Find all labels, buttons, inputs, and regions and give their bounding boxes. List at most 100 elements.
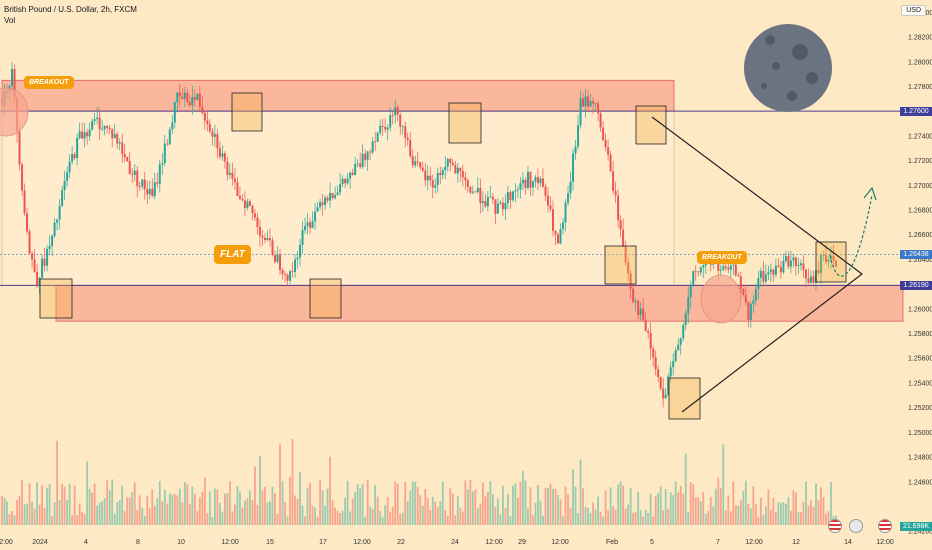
candle-body — [101, 129, 104, 131]
volume-bar — [186, 484, 189, 525]
volume-bar — [206, 513, 209, 525]
candle-body — [233, 178, 236, 183]
candle-body — [599, 113, 602, 128]
candle-body — [156, 182, 159, 184]
volume-bar — [612, 506, 614, 525]
volume-bar — [689, 482, 692, 525]
volume-bar — [326, 488, 329, 525]
volume-bar — [346, 480, 349, 525]
candle-body — [354, 164, 357, 176]
volume-bar — [88, 488, 91, 525]
volume-bar — [239, 491, 241, 525]
resistance-zone — [1, 79, 675, 112]
volume-bar — [429, 510, 432, 525]
volume-bar — [379, 510, 382, 525]
us-flag-event-icon-2[interactable] — [878, 519, 892, 533]
candle-body — [754, 289, 757, 301]
volume-bar — [339, 513, 342, 525]
volume-bar — [198, 497, 201, 525]
volume-bar — [664, 489, 667, 525]
candle-body — [181, 96, 184, 99]
candle-body — [346, 178, 349, 184]
candle-body — [536, 177, 539, 184]
volume-bar — [96, 505, 99, 525]
candle-body — [557, 234, 559, 244]
volume-bar — [193, 493, 196, 525]
volume-bar — [296, 498, 299, 525]
volume-bar — [376, 496, 379, 525]
moon-crater — [772, 62, 780, 70]
candle-body — [617, 195, 620, 221]
y-tick-label: 1.27000 — [908, 183, 932, 190]
volume-bar — [371, 508, 374, 525]
volume-bar — [41, 485, 43, 525]
candle-body — [456, 167, 459, 174]
highlight-box — [448, 102, 482, 144]
volume-bar — [619, 481, 622, 525]
candle-body — [401, 126, 404, 128]
volume-bar — [23, 504, 26, 525]
candle-body — [752, 300, 755, 304]
y-tick-label: 1.25600 — [908, 356, 932, 363]
volume-bar — [56, 440, 58, 525]
candle-body — [789, 260, 792, 267]
candle-body — [66, 172, 69, 181]
candle-body — [151, 188, 154, 197]
candle-body — [672, 361, 675, 368]
candle-body — [559, 229, 562, 244]
volume-bar — [213, 488, 216, 525]
candle-body — [379, 125, 382, 133]
volume-bar — [739, 500, 742, 525]
volume-bar — [517, 497, 519, 525]
candle-body — [687, 297, 690, 314]
candle-body — [471, 191, 474, 193]
volume-bar — [399, 513, 402, 525]
volume-bar — [38, 504, 41, 525]
volume-bar — [31, 501, 33, 525]
x-tick-label: 12:00 — [876, 539, 894, 546]
volume-bar — [291, 439, 294, 525]
volume-bar — [128, 497, 131, 525]
candle-body — [817, 270, 820, 274]
candle-body — [68, 161, 71, 173]
volume-bar — [344, 497, 347, 525]
candle-body — [371, 141, 374, 153]
volume-bar — [6, 501, 8, 525]
volume-bar — [16, 500, 18, 525]
volume-bar — [374, 484, 377, 525]
candle-body — [604, 139, 607, 148]
volume-bar — [469, 479, 472, 525]
volume-bar — [141, 507, 144, 525]
us-flag-event-icon[interactable] — [828, 519, 842, 533]
candle-body — [767, 272, 770, 275]
candle-body — [662, 388, 665, 399]
volume-bar — [306, 488, 309, 525]
volume-bar — [509, 516, 512, 525]
volume-bar — [496, 498, 499, 525]
candle-body — [551, 209, 554, 232]
candle-body — [173, 102, 176, 123]
candle-body — [294, 259, 297, 272]
calendar-event-icon[interactable] — [849, 519, 863, 533]
price-tag: 1.27600 — [900, 106, 932, 116]
candle-body — [98, 117, 101, 130]
candle-body — [31, 253, 34, 260]
candle-body — [123, 153, 126, 158]
volume-bar — [83, 513, 86, 525]
volume-bar — [629, 487, 632, 525]
candle-body — [747, 302, 750, 320]
volume-bar — [614, 509, 617, 525]
candle-body — [414, 161, 417, 166]
candle-body — [674, 350, 677, 362]
candle-body — [524, 179, 527, 188]
candle-body — [822, 255, 825, 256]
volume-bar — [349, 511, 352, 525]
volume-bar — [817, 499, 820, 525]
volume-bar — [148, 508, 151, 525]
volume-bar — [652, 516, 655, 525]
candle-body — [546, 195, 549, 206]
candle-body — [744, 294, 747, 303]
currency-button[interactable]: USD — [901, 5, 926, 16]
volume-bar — [514, 483, 517, 525]
